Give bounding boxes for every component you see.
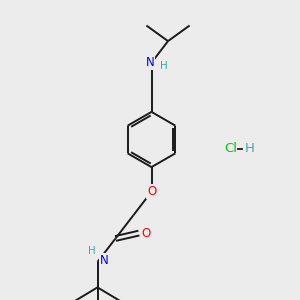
Text: O: O bbox=[147, 185, 156, 198]
Text: N: N bbox=[100, 254, 109, 267]
Text: H: H bbox=[88, 245, 96, 256]
Text: Cl: Cl bbox=[224, 142, 238, 155]
Text: H: H bbox=[245, 142, 254, 155]
Text: H: H bbox=[160, 61, 168, 71]
Text: O: O bbox=[141, 226, 150, 240]
Text: N: N bbox=[146, 56, 154, 69]
